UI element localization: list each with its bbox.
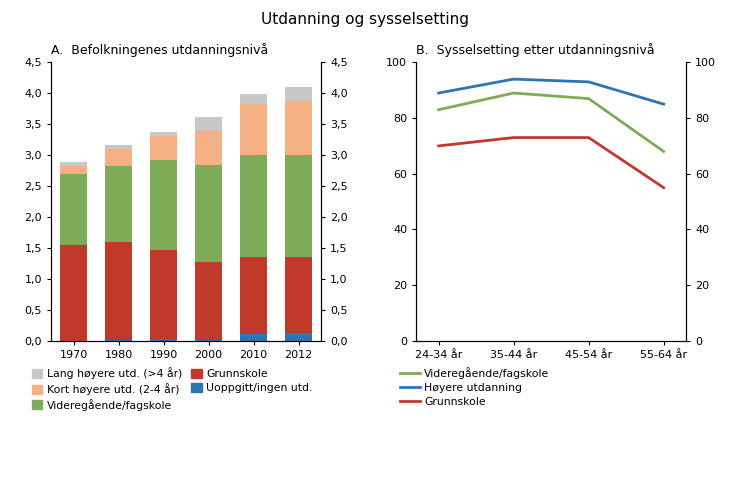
Bar — [195, 118, 222, 131]
Bar — [195, 165, 222, 262]
Bar — [150, 132, 177, 136]
Bar — [285, 155, 312, 257]
Bar — [240, 334, 267, 341]
Bar — [150, 339, 177, 341]
Bar — [60, 167, 87, 174]
Bar — [195, 262, 222, 339]
Text: A.  Befolkningenes utdanningsnivå: A. Befolkningenes utdanningsnivå — [51, 43, 269, 57]
Bar — [285, 86, 312, 101]
Bar — [285, 334, 312, 341]
Bar — [240, 94, 267, 105]
Bar — [60, 245, 87, 341]
Bar — [105, 242, 132, 339]
Bar — [285, 101, 312, 155]
Bar — [105, 149, 132, 166]
Bar — [105, 339, 132, 341]
Legend: Videregående/fagskole, Høyere utdanning, Grunnskole: Videregående/fagskole, Høyere utdanning,… — [396, 363, 554, 412]
Bar — [240, 155, 267, 257]
Bar — [150, 159, 177, 250]
Bar — [285, 257, 312, 334]
Legend: Lang høyere utd. (>4 år), Kort høyere utd. (2-4 år), Videregående/fagskole, Grun: Lang høyere utd. (>4 år), Kort høyere ut… — [27, 363, 317, 415]
Bar — [240, 257, 267, 334]
Bar — [240, 105, 267, 155]
Bar — [105, 144, 132, 149]
Bar — [150, 250, 177, 339]
Text: Utdanning og sysselsetting: Utdanning og sysselsetting — [261, 12, 469, 27]
Text: B.  Sysselsetting etter utdanningsnivå: B. Sysselsetting etter utdanningsnivå — [416, 43, 655, 57]
Bar — [60, 162, 87, 167]
Bar — [105, 166, 132, 242]
Bar — [60, 174, 87, 245]
Bar — [195, 339, 222, 341]
Bar — [150, 136, 177, 159]
Bar — [195, 131, 222, 165]
